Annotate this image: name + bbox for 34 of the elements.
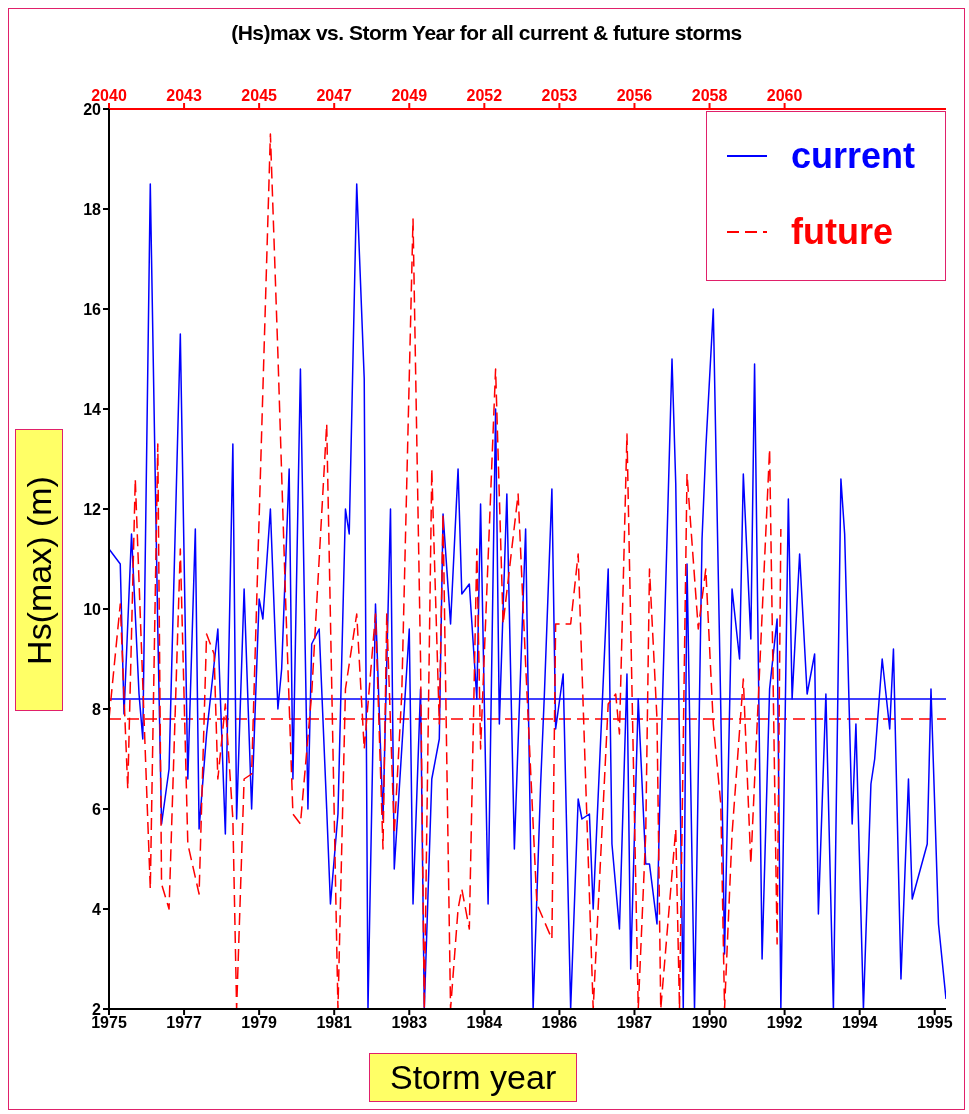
text: 2043 [166, 87, 202, 104]
x-tick-label: 1979 [241, 1014, 278, 1032]
x-tick-label: 1995 [916, 1014, 953, 1032]
x-axis-title: Storm year [369, 1053, 578, 1102]
x-tick-label: 1981 [316, 1014, 353, 1032]
y-axis-title: Hs(max) (m) [19, 475, 59, 665]
legend-label: current [790, 135, 915, 177]
text: 2047 [316, 87, 353, 104]
x-tick-label: 1975 [91, 1014, 127, 1032]
x-tick-label: 1992 [766, 1014, 803, 1032]
y-tick-label: 6 [92, 800, 102, 818]
text: 2045 [241, 87, 278, 104]
y-tick-label: 12 [83, 500, 102, 518]
legend-label: future [790, 211, 893, 253]
text: 2053 [541, 87, 578, 104]
x-tick-label: 1983 [391, 1014, 428, 1032]
y-tick-label: 14 [83, 400, 102, 418]
x-tick-label: 1984 [466, 1014, 503, 1032]
y-tick-label: 8 [92, 700, 102, 718]
text: 2049 [391, 87, 428, 104]
y-tick-label: 10 [83, 600, 102, 618]
y-tick-label: 16 [83, 300, 102, 318]
x-tick-label: 1987 [616, 1014, 653, 1032]
x-tick-label: 1990 [691, 1014, 728, 1032]
chart-title: (Hs)max vs. Storm Year for all current & future storms [230, 21, 743, 45]
x-tick-label: 1986 [541, 1014, 578, 1032]
x-tick-label: 1994 [841, 1014, 878, 1032]
y-tick-label: 4 [92, 900, 102, 918]
text: 2058 [691, 87, 728, 104]
text: 2052 [466, 87, 503, 104]
x-tick-label: 1977 [166, 1014, 202, 1032]
y-tick-label: 18 [83, 200, 102, 218]
text: 2060 [766, 87, 803, 104]
text: 2056 [616, 87, 653, 104]
